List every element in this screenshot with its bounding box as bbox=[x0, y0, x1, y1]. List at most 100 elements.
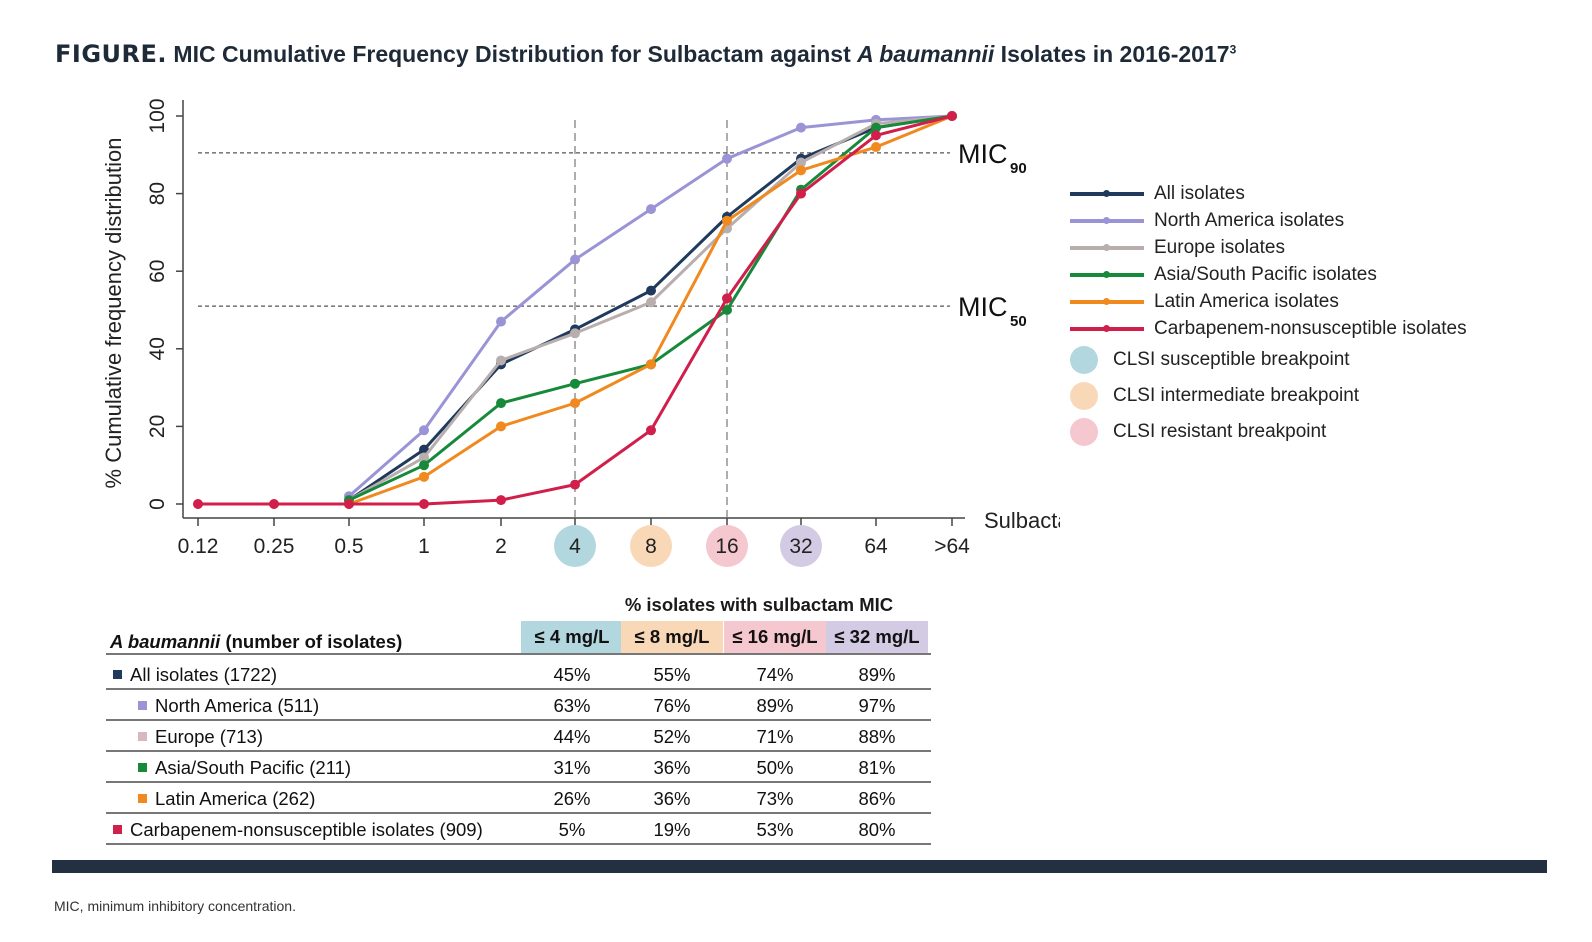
table-column-header: ≤ 4 mg/L bbox=[521, 621, 623, 653]
x-tick-label: >64 bbox=[934, 535, 970, 558]
breakpoint-swatch-icon bbox=[1070, 382, 1098, 410]
figure-title: FIGURE. MIC Cumulative Frequency Distrib… bbox=[55, 40, 1236, 68]
table-row: Latin America (262) 26% 36% 73% 86% bbox=[106, 783, 931, 814]
table-cell: 5% bbox=[558, 819, 586, 840]
table-row-rule bbox=[106, 688, 931, 690]
legend-label: CLSI intermediate breakpoint bbox=[1113, 385, 1360, 406]
data-point bbox=[947, 111, 957, 121]
table-cell: 36% bbox=[653, 788, 691, 809]
series-europe-isolates bbox=[344, 111, 957, 506]
row-color-swatch bbox=[138, 763, 147, 772]
row-name: Carbapenem-nonsusceptible isolates (909) bbox=[130, 819, 483, 840]
table-cell: 71% bbox=[756, 726, 794, 747]
table-cell: 74% bbox=[756, 664, 794, 685]
data-point bbox=[419, 499, 429, 509]
y-tick-label: 60 bbox=[146, 260, 169, 283]
data-point bbox=[722, 153, 732, 164]
series-latin-america-isolates bbox=[344, 111, 957, 509]
table-column-header: ≤ 16 mg/L bbox=[724, 621, 826, 653]
data-point bbox=[496, 421, 506, 432]
series-line bbox=[348, 114, 953, 502]
data-point bbox=[496, 495, 506, 506]
data-point bbox=[570, 398, 580, 409]
breakpoint-swatch-icon bbox=[1070, 346, 1098, 374]
y-tick-label: 80 bbox=[146, 182, 169, 205]
legend-line-swatch bbox=[1070, 271, 1144, 278]
series-asia-south-pacific-isolates bbox=[344, 111, 957, 506]
reference-label-sub-90: 90 bbox=[1010, 160, 1027, 177]
data-point bbox=[269, 499, 279, 509]
row-name: Europe (713) bbox=[155, 726, 263, 747]
table-row-header-organism: A baumannii bbox=[110, 631, 221, 652]
legend-label: Carbapenem-nonsusceptible isolates bbox=[1154, 318, 1467, 339]
row-color-swatch bbox=[113, 825, 122, 834]
table-cell: 76% bbox=[653, 695, 691, 716]
y-tick-label: 20 bbox=[146, 415, 169, 438]
table-cell: 63% bbox=[553, 695, 591, 716]
data-point bbox=[871, 142, 881, 153]
x-tick-label: 4 bbox=[569, 535, 581, 558]
table-cell: 26% bbox=[553, 788, 591, 809]
table-row-header-rest: (number of isolates) bbox=[220, 631, 403, 652]
legend-label: All isolates bbox=[1154, 183, 1245, 204]
table-cell: 81% bbox=[858, 757, 896, 778]
table-cell: 88% bbox=[858, 726, 896, 747]
y-axis-title: % Cumulative frequency distribution bbox=[101, 138, 126, 489]
data-point bbox=[871, 122, 881, 133]
data-point bbox=[344, 499, 354, 509]
data-point bbox=[496, 355, 506, 366]
x-tick-label: 8 bbox=[645, 535, 657, 558]
data-point bbox=[646, 425, 656, 436]
series-line bbox=[348, 114, 953, 502]
footer-bar bbox=[52, 860, 1547, 873]
series-carbapenem-nonsusceptible-isolates bbox=[193, 111, 957, 509]
table-cell: 55% bbox=[653, 664, 691, 685]
x-axis-title: Sulbactam MIC bbox=[984, 508, 1060, 533]
legend-line-swatch bbox=[1070, 325, 1144, 332]
breakpoint-circle-4 bbox=[554, 525, 596, 567]
legend-label: Europe isolates bbox=[1154, 237, 1285, 258]
data-point bbox=[796, 188, 806, 199]
table-group-header: % isolates with sulbactam MIC bbox=[624, 594, 894, 615]
table-row-header: A baumannii (number of isolates) bbox=[110, 631, 402, 653]
series-all-isolates bbox=[344, 111, 957, 506]
data-point bbox=[419, 425, 429, 436]
data-point bbox=[722, 215, 732, 226]
series-line bbox=[348, 114, 953, 502]
table-cell: 52% bbox=[653, 726, 691, 747]
x-tick-label: 0.12 bbox=[178, 535, 219, 558]
table-cell: 97% bbox=[858, 695, 896, 716]
reference-label-mic90: MIC bbox=[958, 139, 1008, 169]
table-row: Carbapenem-nonsusceptible isolates (909)… bbox=[106, 814, 931, 845]
figure-title-text-2: Isolates in 2016-2017 bbox=[994, 41, 1230, 67]
breakpoint-circle-8 bbox=[630, 525, 672, 567]
table-cell: 31% bbox=[553, 757, 591, 778]
data-point bbox=[570, 378, 580, 389]
table-row-rule bbox=[106, 719, 931, 721]
y-tick-label: 100 bbox=[146, 98, 169, 133]
figure-label: FIGURE. bbox=[55, 40, 168, 68]
footnote: MIC, minimum inhibitory concentration. bbox=[54, 898, 296, 914]
data-point bbox=[570, 328, 580, 339]
data-point bbox=[570, 479, 580, 490]
data-point bbox=[646, 359, 656, 370]
y-tick-label: 40 bbox=[146, 337, 169, 360]
breakpoint-circle-32 bbox=[780, 525, 822, 567]
legend-line-swatch bbox=[1070, 217, 1144, 224]
reference-label-sub-50: 50 bbox=[1010, 313, 1027, 330]
legend-label: CLSI susceptible breakpoint bbox=[1113, 349, 1350, 370]
row-name: North America (511) bbox=[155, 695, 320, 716]
legend-line-swatch bbox=[1070, 298, 1144, 305]
x-tick-label: 0.25 bbox=[254, 535, 295, 558]
legend-label: Asia/South Pacific isolates bbox=[1154, 264, 1377, 285]
row-color-swatch bbox=[113, 670, 122, 679]
x-tick-label: 1 bbox=[418, 535, 430, 558]
figure-title-text-1: MIC Cumulative Frequency Distribution fo… bbox=[173, 41, 858, 67]
table-row-rule bbox=[106, 812, 931, 814]
table-row: Asia/South Pacific (211) 31% 36% 50% 81% bbox=[106, 752, 931, 783]
breakpoint-swatch-icon bbox=[1070, 418, 1098, 446]
table-cell: 80% bbox=[858, 819, 896, 840]
row-name: Asia/South Pacific (211) bbox=[155, 757, 352, 778]
table-row: All isolates (1722) 45% 55% 74% 89% bbox=[106, 659, 931, 690]
table-cell: 50% bbox=[756, 757, 794, 778]
